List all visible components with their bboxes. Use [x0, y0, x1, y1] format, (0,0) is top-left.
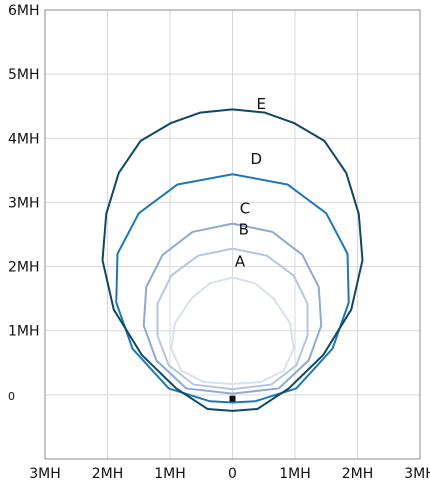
- series-label-e: E: [257, 95, 266, 113]
- series-label-b: B: [239, 221, 249, 239]
- y-tick-label-5: 5MH: [8, 67, 40, 83]
- origin-marker: [229, 395, 236, 402]
- series-label-d: D: [250, 150, 262, 168]
- y-tick-label-4: 4MH: [8, 131, 40, 147]
- y-tick-label-2: 2MH: [8, 260, 40, 276]
- label-layer: ABC D E: [235, 95, 266, 271]
- y-tick-label-1: 1MH: [8, 324, 40, 340]
- series-line-c: [142, 222, 323, 395]
- series-label-a: A: [235, 253, 246, 271]
- x-tick-label-0: 3MH: [29, 466, 61, 482]
- x-tick-label-2: 1MH: [154, 466, 186, 482]
- x-tick-label-6: 3MH: [404, 466, 430, 482]
- x-tick-label-1: 2MH: [92, 466, 124, 482]
- tick-layer: 3MH 2MH 1MH 0 1MH 2MH 3MH 0 1MH 2MH 3MH 4MH 5MH 6MH: [8, 3, 430, 482]
- series-line-e: [101, 108, 364, 412]
- grid-layer: [44, 9, 421, 459]
- x-tick-label-3: 0: [228, 466, 237, 482]
- x-tick-label-5: 2MH: [342, 466, 374, 482]
- series-label-c: C: [240, 199, 250, 217]
- y-tick-label-6: 6MH: [8, 3, 40, 19]
- series-layer: [101, 108, 364, 412]
- y-tick-label-3: 3MH: [8, 195, 40, 211]
- series-line-a: [170, 276, 295, 385]
- series-line-d: [115, 173, 350, 404]
- plot-frame: [44, 9, 421, 460]
- x-tick-label-4: 1MH: [279, 466, 311, 482]
- y-tick-label-0: 0: [8, 390, 15, 403]
- series-line-b: [156, 247, 309, 391]
